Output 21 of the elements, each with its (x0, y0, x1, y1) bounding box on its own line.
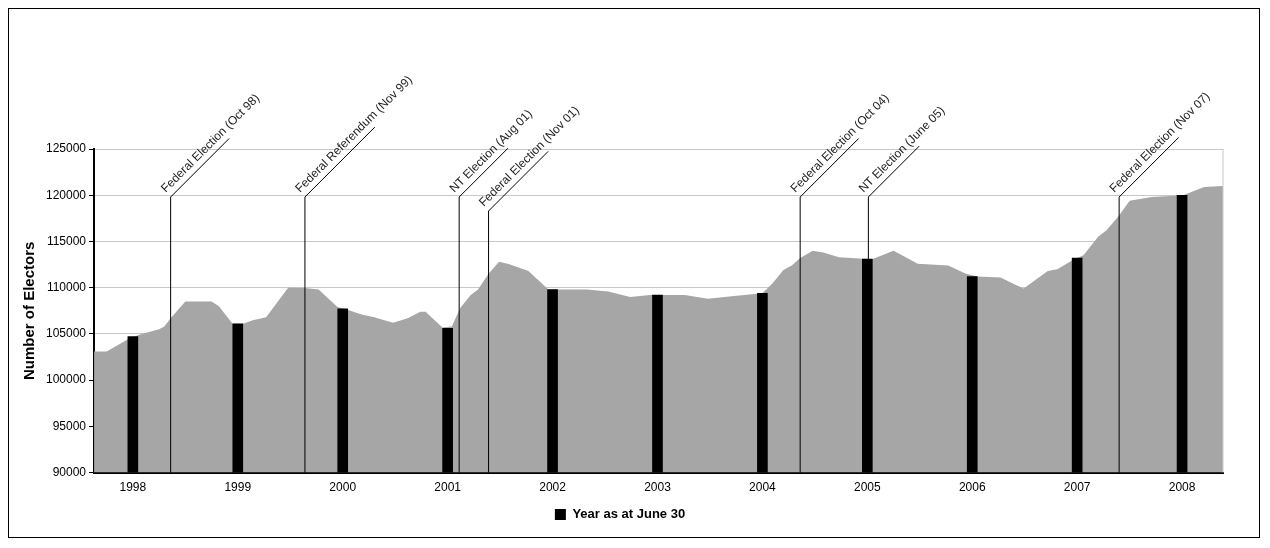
legend-label: Year as at June 30 (572, 506, 686, 522)
x-tick-label: 2003 (644, 480, 672, 495)
x-tick-label: 2001 (434, 480, 462, 495)
y-tick-label: 125000 (46, 141, 87, 156)
x-tick-label: 2008 (1168, 480, 1196, 495)
y-axis-title: Number of Electors (20, 241, 38, 380)
y-tick-label: 115000 (46, 233, 87, 248)
x-tick-label: 1999 (224, 480, 252, 495)
x-tick-label: 2000 (329, 480, 357, 495)
x-tick-label: 2004 (749, 480, 777, 495)
y-tick-label: 100000 (46, 372, 87, 387)
x-tick-label: 2007 (1063, 480, 1091, 495)
y-tick-label: 95000 (52, 418, 87, 433)
x-tick-label: 1998 (119, 480, 147, 495)
y-tick-label: 120000 (46, 187, 87, 202)
y-tick-label: 105000 (46, 326, 87, 341)
x-tick-label: 2005 (853, 480, 881, 495)
y-tick-label: 90000 (52, 464, 87, 479)
y-tick-label: 110000 (46, 280, 87, 294)
x-tick-label: 2002 (539, 480, 567, 495)
x-tick-label: 2006 (958, 480, 986, 495)
